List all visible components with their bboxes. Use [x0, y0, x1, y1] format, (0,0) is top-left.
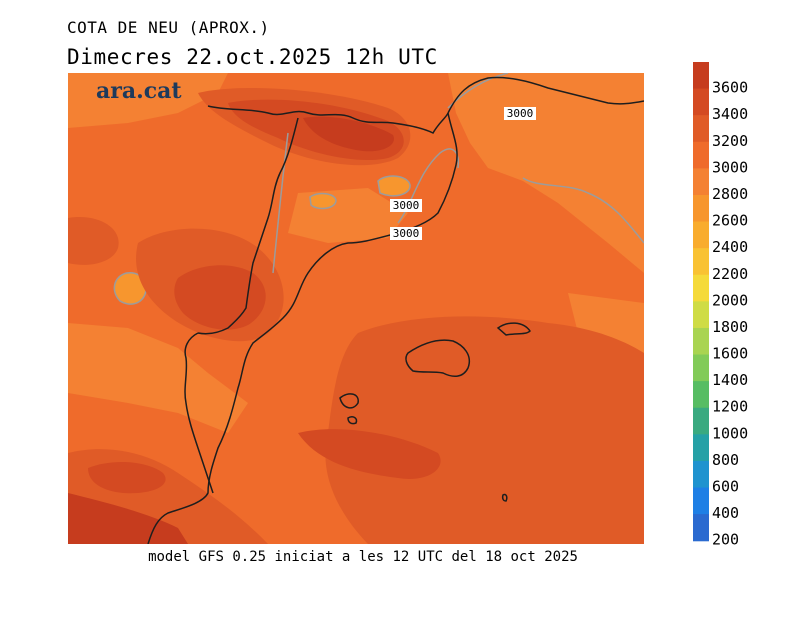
brand-logo: ara.cat — [96, 78, 182, 104]
legend-swatch — [693, 194, 709, 223]
island-ibiza — [339, 393, 359, 409]
color-legend: 3600 3400 3200 3000 2800 2600 2400 2200 2000 1800… — [693, 62, 748, 549]
area-3400-southwest — [88, 461, 166, 494]
legend-swatch — [693, 354, 709, 382]
area-3600-southwest — [68, 493, 188, 544]
legend-label: 3000 — [712, 158, 748, 176]
map-title: COTA DE NEU (APROX.) — [67, 18, 270, 37]
island-cabrera — [501, 493, 508, 502]
snow-level-map: 3000 3000 3000 ara.cat — [68, 73, 644, 544]
legend-label: 3400 — [712, 105, 748, 123]
area-2800-west — [68, 323, 248, 433]
legend-swatch — [693, 514, 709, 542]
legend-swatch — [693, 434, 709, 462]
area-2600-pocket-2 — [377, 175, 411, 197]
valencia-border — [184, 332, 214, 494]
legend-swatch — [693, 115, 709, 143]
legend-label: 200 — [712, 531, 739, 549]
legend-swatch — [693, 407, 709, 435]
area-3600-core — [303, 116, 394, 152]
legend-swatch — [693, 62, 709, 90]
legend-swatch — [693, 301, 709, 329]
legend-swatch — [693, 221, 709, 249]
area-3400-sea — [298, 429, 441, 479]
legend-swatch — [693, 327, 709, 356]
area-2800-northeast — [448, 73, 644, 273]
legend-label: 3600 — [712, 79, 748, 97]
model-footnote: model GFS 0.25 iniciat a les 12 UTC del … — [148, 549, 578, 565]
legend-label: 2800 — [712, 185, 748, 203]
area-2600-pocket-3 — [309, 192, 337, 210]
contour-label-3: 3000 — [390, 227, 422, 240]
legend-label: 1200 — [712, 398, 748, 416]
legend-label: 2400 — [712, 238, 748, 256]
contour-label-3-text: 3000 — [393, 227, 420, 240]
france-coast — [447, 76, 644, 114]
island-mallorca — [405, 339, 470, 378]
legend-label: 2200 — [712, 265, 748, 283]
catalan-coast — [147, 112, 458, 544]
legend-swatch — [693, 88, 709, 116]
area-2800-north-strip — [68, 73, 228, 128]
area-3200-west — [68, 217, 119, 265]
contour-label-2-text: 3000 — [393, 199, 420, 212]
legend-label: 1800 — [712, 318, 748, 336]
map-subtitle: Dimecres 22.oct.2025 12h UTC — [67, 45, 438, 69]
contour-3000-east — [522, 177, 644, 244]
legend-swatch — [693, 487, 709, 515]
legend-label: 1000 — [712, 424, 748, 442]
legend-swatch — [693, 460, 709, 489]
legend-label: 600 — [712, 478, 739, 496]
contour-3000-inland — [272, 132, 289, 274]
legend-label: 800 — [712, 451, 739, 469]
legend-swatch — [693, 168, 709, 196]
aragon-border — [197, 117, 299, 335]
legend-label: 1600 — [712, 345, 748, 363]
legend-swatch — [693, 274, 709, 302]
legend-label: 2600 — [712, 212, 748, 230]
island-formentera — [347, 416, 358, 425]
island-menorca — [496, 322, 531, 336]
legend-label: 1400 — [712, 371, 748, 389]
legend-label: 2000 — [712, 291, 748, 309]
area-2600-pocket-1 — [113, 272, 147, 305]
legend-label: 400 — [712, 504, 739, 522]
contour-label-2: 3000 — [390, 199, 422, 212]
contour-label-1: 3000 — [504, 107, 536, 120]
legend-swatch — [693, 141, 709, 169]
area-3200-east — [325, 316, 644, 544]
legend-swatch — [693, 248, 709, 276]
legend-label: 3200 — [712, 132, 748, 150]
pyrenees-border — [207, 105, 449, 134]
contour-label-1-text: 3000 — [507, 107, 534, 120]
legend-swatch — [693, 381, 709, 409]
